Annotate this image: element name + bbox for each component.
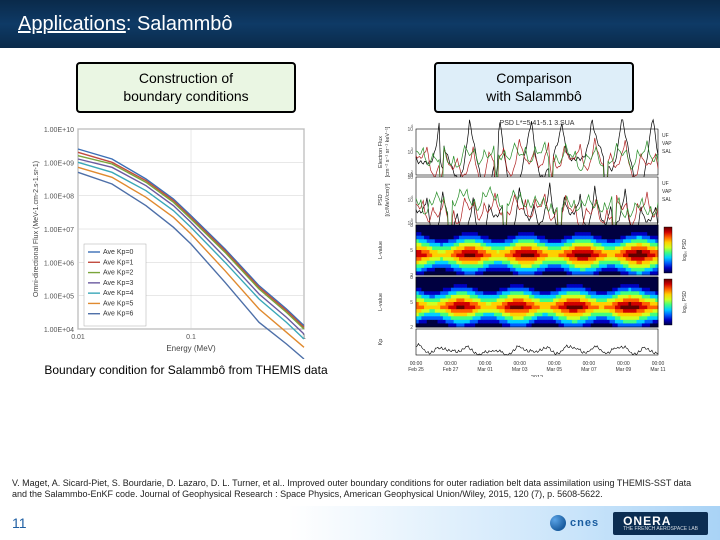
- svg-text:Electron Flux: Electron Flux: [378, 136, 384, 168]
- svg-text:1.00E+07: 1.00E+07: [44, 227, 74, 234]
- svg-text:Mar 11: Mar 11: [650, 367, 665, 373]
- svg-text:3: 3: [411, 146, 414, 151]
- svg-text:Mar 07: Mar 07: [581, 367, 597, 373]
- svg-text:[cm⁻² s⁻¹ sr⁻¹ keV⁻¹]: [cm⁻² s⁻¹ sr⁻¹ keV⁻¹]: [385, 126, 391, 177]
- svg-text:SAL: SAL: [662, 197, 672, 203]
- svg-text:5: 5: [410, 248, 413, 254]
- onera-logo-sub: THE FRENCH AEROSPACE LAB: [623, 527, 698, 532]
- cnes-logo-text: cnes: [570, 517, 599, 529]
- svg-text:L-value: L-value: [378, 293, 384, 311]
- svg-text:Mar 03: Mar 03: [512, 367, 528, 373]
- svg-text:Feb 25: Feb 25: [408, 367, 424, 373]
- svg-text:-5: -5: [409, 217, 413, 222]
- svg-text:Kp: Kp: [378, 339, 384, 346]
- svg-text:8: 8: [410, 275, 413, 281]
- left-caption: Boundary condition for Salammbô from THE…: [44, 363, 327, 377]
- right-panel-stack: PSD L*=5.41-5.1 3.SUA Electron Flux[cm⁻² …: [374, 117, 694, 377]
- svg-text:Mar 05: Mar 05: [547, 367, 563, 373]
- svg-text:Ave Kp=4: Ave Kp=4: [103, 290, 134, 297]
- svg-text:Omni-directional Flux (MeV-1.c: Omni-directional Flux (MeV-1.cm-2.s-1.sr…: [33, 161, 40, 297]
- svg-text:Ave Kp=0: Ave Kp=0: [103, 249, 134, 256]
- left-box: Construction of boundary conditions: [76, 62, 296, 113]
- svg-text:Mar 09: Mar 09: [616, 367, 632, 373]
- svg-text:Feb 27: Feb 27: [443, 367, 459, 373]
- right-column: Comparison with Salammbô PSD L*=5.41-5.1…: [366, 62, 702, 377]
- svg-text:-3: -3: [409, 171, 413, 176]
- left-box-line1: Construction of: [92, 70, 280, 88]
- onera-logo-text: ONERA: [623, 515, 698, 527]
- svg-text:0.1: 0.1: [186, 334, 196, 341]
- svg-text:-4: -4: [409, 194, 413, 199]
- svg-text:UF: UF: [662, 181, 669, 187]
- svg-text:1.00E+04: 1.00E+04: [44, 327, 74, 334]
- svg-text:Ave Kp=3: Ave Kp=3: [103, 280, 134, 287]
- svg-text:log₁₀ PSD: log₁₀ PSD: [682, 291, 688, 313]
- title-prefix: Applications: [18, 13, 126, 35]
- slide-title: Applications: Salammbô: [18, 13, 233, 36]
- svg-text:log₁₀ PSD: log₁₀ PSD: [682, 239, 688, 261]
- svg-text:Energy (MeV): Energy (MeV): [166, 344, 216, 353]
- page-number: 11: [12, 515, 27, 531]
- right-box-line1: Comparison: [450, 70, 618, 88]
- cnes-logo: cnes: [550, 515, 599, 531]
- right-box-line2: with Salammbô: [450, 88, 618, 106]
- svg-text:2: 2: [410, 325, 413, 331]
- right-stack-wrap: PSD L*=5.41-5.1 3.SUA Electron Flux[cm⁻² …: [374, 117, 694, 377]
- svg-text:L-value: L-value: [378, 241, 384, 259]
- svg-text:VAP: VAP: [662, 141, 672, 147]
- cnes-logo-disc: [550, 515, 566, 531]
- left-chart: 1.00E+04 1.00E+05 1.00E+06 1.00E+07 1.00E+08…: [26, 119, 346, 359]
- svg-text:1.00E+06: 1.00E+06: [44, 260, 74, 267]
- footer: 11 cnes ONERA THE FRENCH AEROSPACE LAB: [0, 506, 720, 540]
- svg-text:UF: UF: [662, 133, 669, 139]
- svg-text:SAL: SAL: [662, 149, 672, 155]
- svg-text:PSD L*=5.41-5.1 3.SUA: PSD L*=5.41-5.1 3.SUA: [500, 120, 575, 127]
- title-band: Applications: Salammbô: [0, 0, 720, 48]
- svg-text:1.00E+09: 1.00E+09: [44, 160, 74, 167]
- svg-text:8: 8: [410, 223, 413, 229]
- svg-text:Ave Kp=6: Ave Kp=6: [103, 311, 134, 318]
- onera-logo: ONERA THE FRENCH AEROSPACE LAB: [613, 512, 708, 535]
- svg-text:5: 5: [410, 300, 413, 306]
- svg-text:4: 4: [411, 123, 414, 128]
- svg-text:Ave Kp=1: Ave Kp=1: [103, 259, 134, 266]
- content-columns: Construction of boundary conditions 1.00…: [0, 48, 720, 377]
- left-box-line2: boundary conditions: [92, 88, 280, 106]
- svg-text:PSD: PSD: [378, 194, 384, 205]
- svg-text:Mar 01: Mar 01: [477, 367, 493, 373]
- svg-text:1.00E+08: 1.00E+08: [44, 194, 74, 201]
- left-chart-wrap: 1.00E+04 1.00E+05 1.00E+06 1.00E+07 1.00E+08…: [26, 119, 346, 359]
- left-column: Construction of boundary conditions 1.00…: [18, 62, 354, 377]
- citation: V. Maget, A. Sicard-Piet, S. Bourdarie, …: [12, 478, 708, 501]
- svg-text:1.00E+05: 1.00E+05: [44, 294, 74, 301]
- svg-text:Ave Kp=2: Ave Kp=2: [103, 270, 134, 277]
- right-box: Comparison with Salammbô: [434, 62, 634, 113]
- svg-text:2012: 2012: [531, 375, 543, 377]
- title-suffix: : Salammbô: [126, 13, 233, 35]
- svg-text:VAP: VAP: [662, 189, 672, 195]
- footer-right: cnes ONERA THE FRENCH AEROSPACE LAB: [550, 512, 708, 535]
- svg-text:1.00E+10: 1.00E+10: [44, 127, 74, 134]
- svg-text:0.01: 0.01: [71, 334, 85, 341]
- svg-text:[(c/MeV/cm)³]: [(c/MeV/cm)³]: [385, 183, 391, 216]
- svg-text:Ave Kp=5: Ave Kp=5: [103, 300, 134, 307]
